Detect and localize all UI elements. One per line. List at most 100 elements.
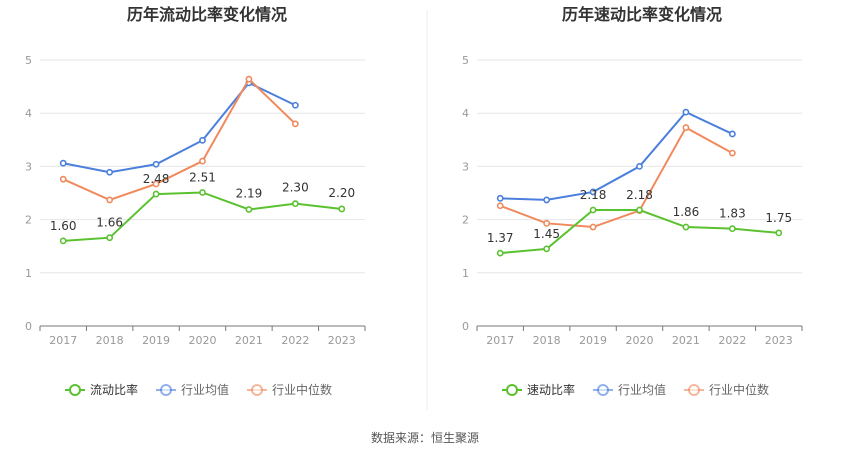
legend-item-company: 流动比率 (65, 382, 138, 397)
x-tick-label: 2020 (189, 334, 217, 347)
y-tick-label: 0 (462, 320, 469, 333)
legend-swatch-marker (160, 384, 172, 396)
data-label: 2.18 (580, 188, 607, 202)
data-point-industry-avg (636, 162, 643, 170)
data-point-industry-median (152, 180, 160, 188)
y-tick-label: 5 (25, 54, 32, 67)
x-tick-label: 2018 (533, 334, 561, 347)
series-line-industry-avg (500, 110, 733, 201)
data-point-company (775, 229, 783, 237)
y-tick-label: 0 (25, 320, 32, 333)
y-tick-label: 4 (462, 107, 469, 120)
legend-label: 行业均值 (181, 382, 229, 397)
data-label: 2.19 (236, 186, 263, 200)
legend-swatch-marker (506, 384, 518, 396)
data-point-industry-median (59, 175, 67, 183)
data-source-note: 数据来源：恒生聚源 (370, 431, 479, 445)
data-label: 2.51 (189, 170, 216, 184)
x-tick-label: 2017 (486, 334, 514, 347)
legend-item-industry-avg: 行业均值 (156, 382, 229, 397)
x-tick-label: 2021 (672, 334, 700, 347)
x-tick-label: 2021 (235, 334, 263, 347)
x-tick-label: 2019 (579, 334, 607, 347)
y-tick-label: 2 (462, 214, 469, 227)
data-point-company (291, 200, 299, 208)
series-line-industry-avg (63, 81, 296, 174)
y-tick-label: 3 (25, 160, 32, 173)
data-point-industry-avg (496, 194, 504, 202)
charts-canvas: 历年流动比率变化情况 0 1 2 3 4 5 2017 2018 2019 2020 2021 2022… (25, 5, 803, 410)
chart-2: 历年速动比率变化情况 0 1 2 3 4 5 2017 2018 2019 2020 2021 2022… (462, 5, 803, 397)
data-label: 2.48 (143, 172, 170, 186)
data-point-industry-median (496, 202, 504, 210)
data-point-industry-median (245, 75, 253, 83)
data-point-company (543, 245, 551, 253)
y-tick-label: 2 (25, 214, 32, 227)
y-tick-label: 3 (462, 160, 469, 173)
data-label: 1.86 (673, 205, 700, 219)
chart-1: 历年流动比率变化情况 0 1 2 3 4 5 2017 2018 2019 2020 2021 2022… (25, 5, 366, 397)
data-point-company (496, 249, 504, 257)
x-tick-label: 2017 (49, 334, 77, 347)
legend-swatch-marker (69, 384, 81, 396)
legend-item-industry-median: 行业中位数 (684, 382, 769, 397)
x-tick-label: 2022 (281, 334, 309, 347)
y-tick-label: 1 (462, 267, 469, 280)
data-point-industry-median (106, 196, 114, 204)
chart-title: 历年速动比率变化情况 (562, 5, 722, 24)
y-tick-label: 5 (462, 54, 469, 67)
data-point-company (589, 206, 597, 214)
data-point-company (338, 205, 346, 213)
x-tick-label: 2019 (142, 334, 170, 347)
legend-item-company: 速动比率 (502, 382, 575, 397)
data-point-company (636, 206, 643, 214)
data-point-industry-median (291, 120, 299, 128)
data-label: 2.18 (626, 188, 653, 202)
data-point-company (59, 237, 67, 245)
x-tick-label: 2023 (765, 334, 793, 347)
legend-label: 行业均值 (618, 382, 666, 397)
legend-label: 行业中位数 (709, 382, 769, 397)
x-tick-label: 2023 (328, 334, 356, 347)
data-point-industry-avg (543, 196, 551, 204)
data-label: 1.60 (50, 219, 77, 233)
legend-swatch-marker (597, 384, 609, 396)
data-point-industry-avg (682, 108, 690, 116)
data-point-industry-median (543, 219, 551, 227)
data-point-industry-avg (59, 159, 67, 167)
legend-label: 流动比率 (90, 382, 138, 397)
x-tick-label: 2022 (718, 334, 746, 347)
data-point-industry-avg (728, 130, 736, 138)
legend-label: 行业中位数 (272, 382, 332, 397)
x-tick-label: 2018 (96, 334, 124, 347)
data-point-company (245, 206, 253, 213)
series-line-industry-median (499, 126, 733, 229)
data-point-industry-avg (589, 188, 597, 196)
legend-label: 速动比率 (527, 382, 575, 397)
data-point-industry-median (682, 124, 690, 131)
data-label: 1.75 (765, 211, 792, 225)
data-label: 1.45 (533, 227, 560, 241)
data-point-industry-avg (152, 160, 160, 168)
data-label: 2.20 (328, 186, 355, 200)
data-label: 1.83 (719, 207, 746, 221)
data-point-industry-avg (291, 101, 299, 109)
data-point-industry-median (728, 149, 736, 157)
data-point-industry-median (589, 223, 597, 231)
legend-swatch-marker (251, 384, 263, 396)
legend-item-industry-avg: 行业均值 (593, 382, 666, 397)
y-tick-label: 4 (25, 107, 32, 120)
data-label: 1.37 (487, 231, 514, 245)
data-label: 1.66 (96, 216, 123, 230)
data-label: 2.30 (282, 181, 309, 195)
data-point-industry-avg (199, 136, 206, 144)
data-point-company (152, 190, 160, 198)
x-tick-label: 2020 (626, 334, 654, 347)
legend-swatch-marker (688, 384, 700, 396)
data-point-company (728, 225, 736, 233)
data-point-company (682, 223, 690, 231)
legend-item-industry-median: 行业中位数 (247, 382, 332, 397)
data-point-company (199, 189, 206, 196)
data-point-industry-avg (106, 168, 114, 176)
series-line-industry-median (62, 77, 297, 201)
